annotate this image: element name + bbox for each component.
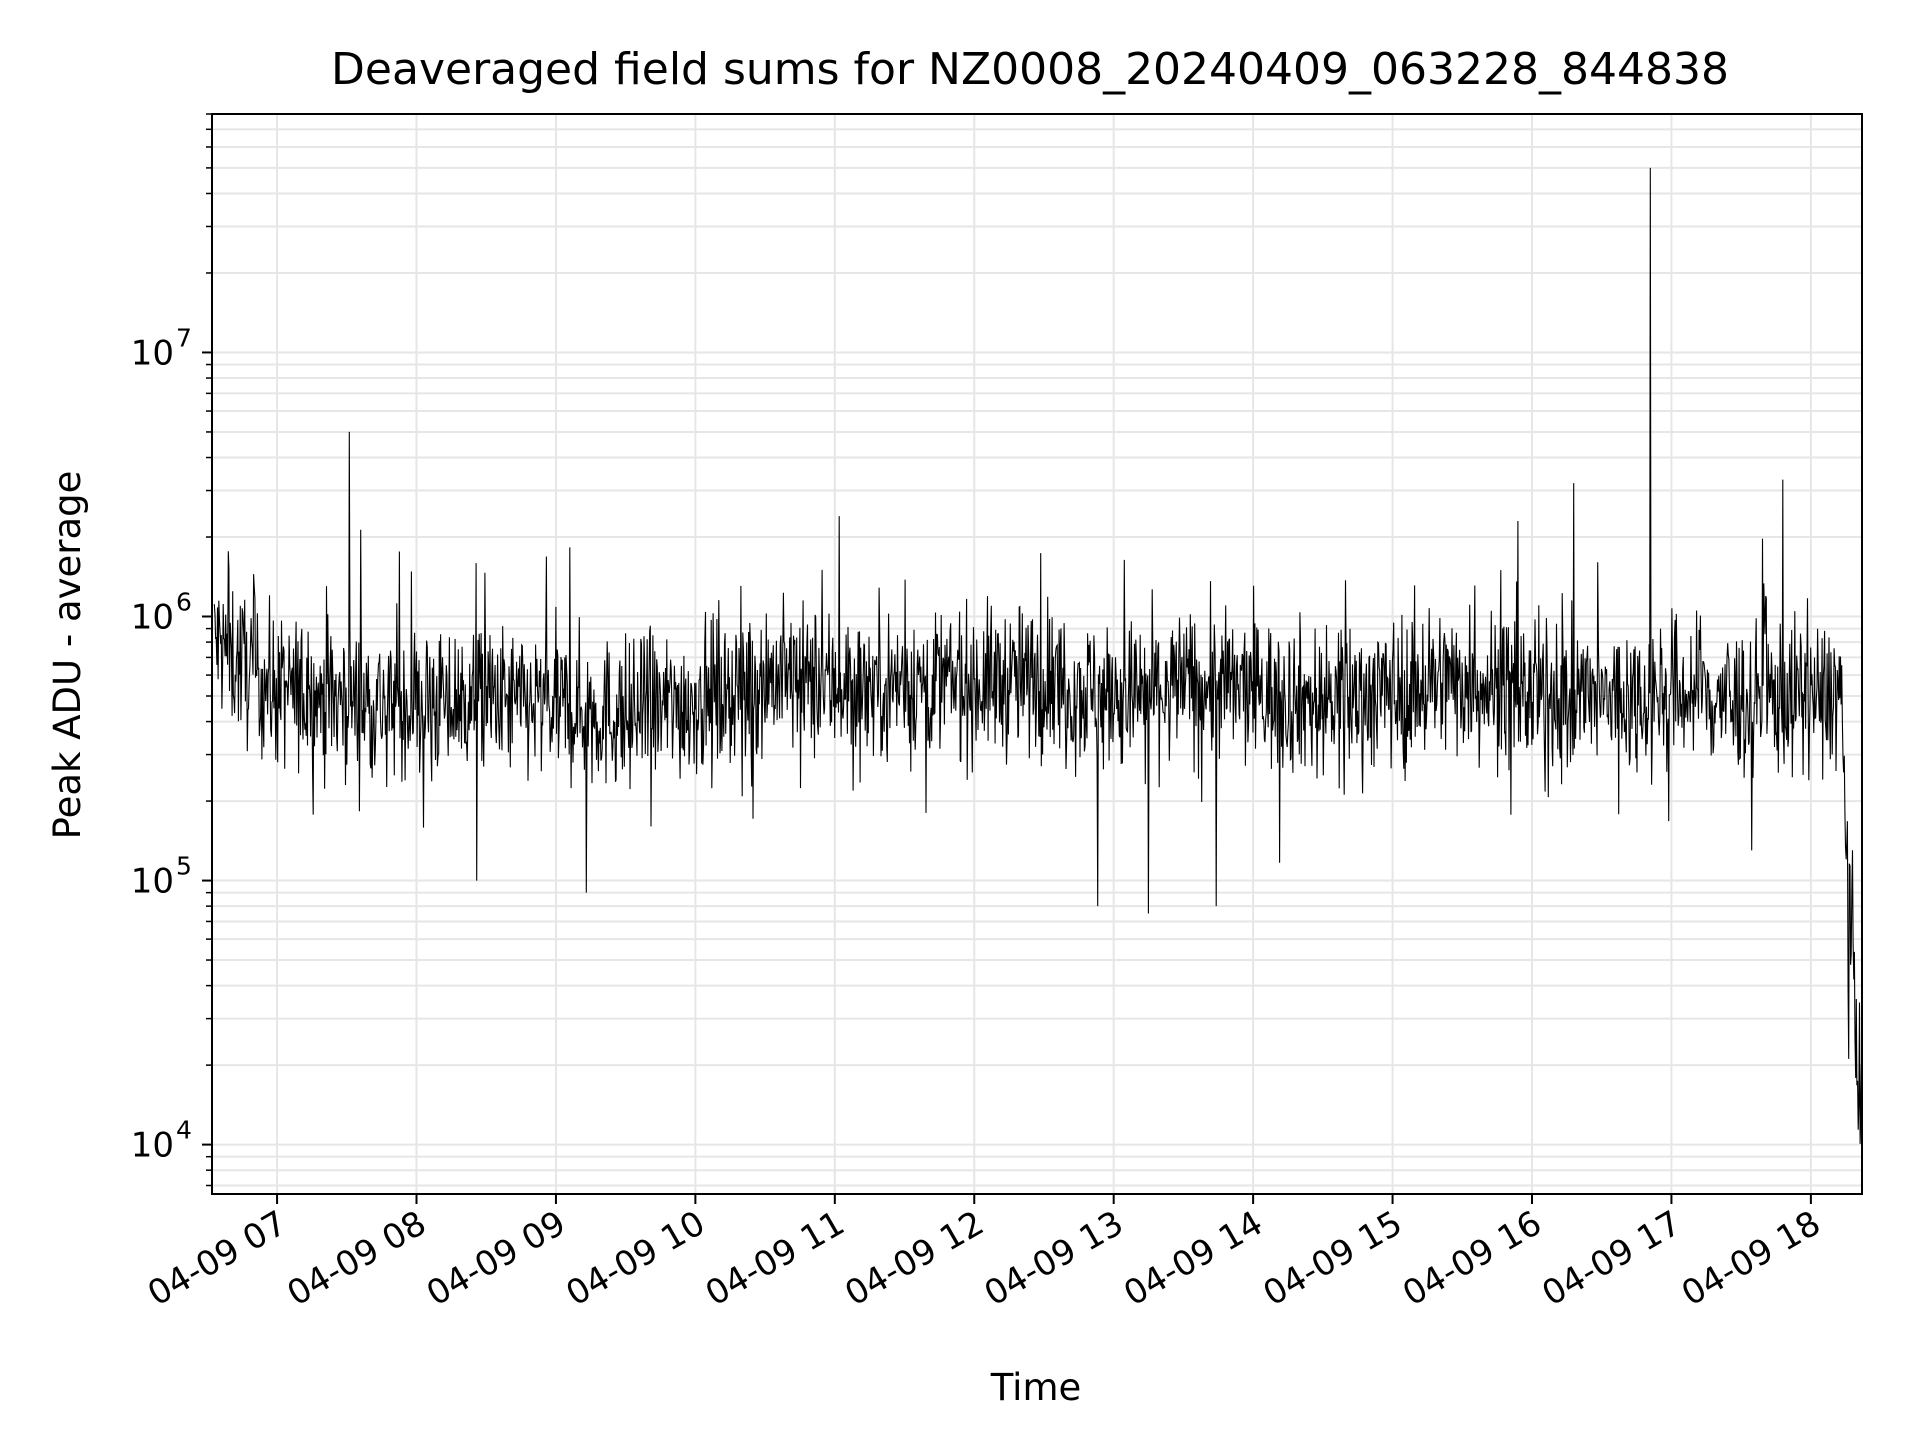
x-tick-label: 04-09 17 [1536,1203,1688,1314]
x-tick-label: 04-09 08 [281,1203,433,1314]
x-tick-label: 04-09 12 [838,1203,990,1314]
y-tick-label: 10 [131,598,174,638]
x-tick-label: 04-09 13 [978,1203,1130,1314]
y-tick-exponent: 6 [176,588,192,617]
x-tick-label: 04-09 14 [1117,1203,1269,1314]
x-tick-label: 04-09 16 [1396,1203,1548,1314]
chart-title: Deaveraged field sums for NZ0008_2024040… [331,44,1729,95]
plot-frame [211,113,1863,1195]
y-axis-label: Peak ADU - average [46,471,89,840]
x-tick-label: 04-09 11 [699,1203,851,1314]
y-tick-label: 10 [131,862,174,902]
series-line [213,167,1863,1144]
x-tick-label: 04-09 15 [1257,1203,1409,1314]
y-tick-exponent: 5 [176,852,192,881]
x-axis-label: Time [990,1366,1082,1409]
y-tick-label: 10 [131,1126,174,1166]
y-tick-exponent: 7 [176,323,192,352]
x-tick-label: 04-09 18 [1675,1203,1827,1314]
x-tick-label: 04-09 09 [420,1203,572,1314]
plot-area [213,167,1863,1144]
x-tick-label: 04-09 07 [141,1203,293,1314]
y-tick-label: 10 [131,333,174,373]
x-tick-label: 04-09 10 [559,1203,711,1314]
y-tick-exponent: 4 [176,1116,192,1145]
